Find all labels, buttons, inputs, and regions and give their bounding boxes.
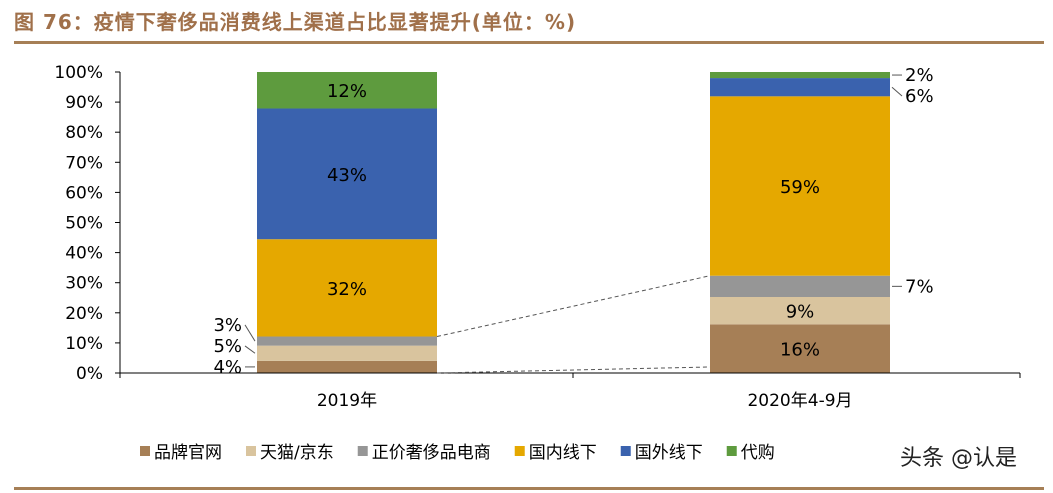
legend-swatch [140, 446, 150, 456]
data-label: 12% [327, 81, 367, 102]
legend-label: 代购 [741, 443, 775, 463]
data-label: 6% [905, 86, 934, 107]
y-tick-label: 80% [65, 123, 103, 143]
watermark: 头条 @认是 [900, 446, 1017, 471]
x-tick-label: 2019年 [317, 391, 377, 411]
y-tick-label: 10% [65, 334, 103, 354]
legend-swatch [357, 446, 368, 456]
bar-segment [257, 336, 437, 346]
y-tick-label: 30% [65, 274, 103, 294]
bar-segment [257, 108, 437, 240]
y-tick-label: 100% [54, 63, 103, 83]
legend-swatch [620, 446, 631, 456]
legend-swatch [514, 446, 525, 456]
y-tick-label: 20% [65, 304, 103, 324]
legend-label: 正价奢侈品电商 [372, 443, 491, 463]
data-label: 59% [780, 177, 820, 198]
chart-title: 图 76：疫情下奢侈品消费线上渠道占比显著提升(单位：%) [14, 10, 577, 34]
legend-label: 品牌官网 [154, 443, 222, 463]
title-divider [14, 41, 1044, 44]
bar-segment [257, 72, 437, 109]
x-tick-label: 2020年4-9月 [747, 391, 852, 411]
data-label: 4% [213, 357, 242, 378]
data-label: 7% [905, 276, 934, 297]
connector-line [436, 366, 711, 374]
bar-segment [710, 296, 890, 325]
data-label: 2% [905, 65, 934, 86]
y-tick-label: 60% [65, 183, 103, 203]
data-label: 43% [327, 165, 367, 186]
y-tick-label: 50% [65, 214, 103, 234]
legend-swatch [246, 446, 256, 456]
bar-segment [710, 72, 890, 79]
bar-segment [710, 96, 890, 276]
bar-segment [710, 78, 890, 97]
y-tick-label: 0% [76, 364, 103, 384]
bottom-divider [14, 487, 1044, 490]
leader-line [244, 324, 256, 342]
legend-label: 国内线下 [529, 443, 597, 463]
leader-line [891, 86, 903, 97]
data-label: 9% [786, 302, 815, 323]
y-tick-label: 90% [65, 93, 103, 113]
bar-segment [257, 360, 437, 373]
legend-label: 天猫/京东 [260, 443, 334, 463]
y-tick-label: 70% [65, 153, 103, 173]
bar-segment [257, 239, 437, 337]
data-label: 3% [213, 315, 242, 336]
y-tick-label: 40% [65, 244, 103, 264]
legend-swatch [726, 446, 737, 456]
bar-segment [710, 275, 890, 297]
data-label: 16% [780, 340, 820, 361]
leader-line [244, 345, 256, 354]
bar-segment [710, 324, 890, 373]
legend-label: 国外线下 [635, 443, 703, 463]
bar-segment [257, 345, 437, 361]
data-label: 32% [327, 279, 367, 300]
connector-line [436, 275, 711, 338]
data-label: 5% [213, 336, 242, 357]
